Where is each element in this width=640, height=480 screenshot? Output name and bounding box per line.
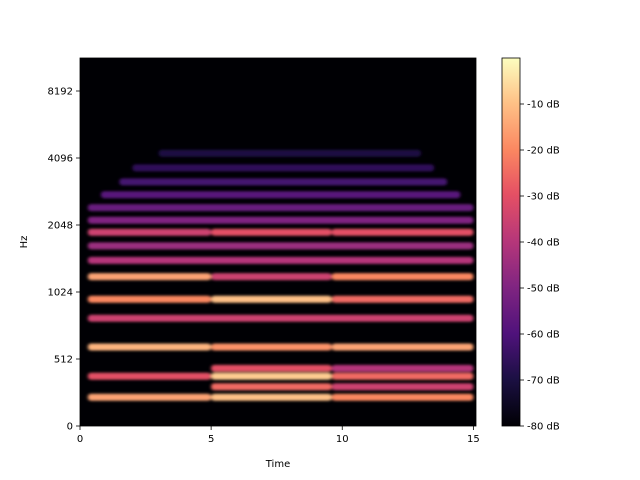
harmonic-band-segment <box>211 228 332 236</box>
harmonic-band-segment <box>87 343 212 351</box>
x-axis-label: Time <box>265 459 290 470</box>
colorbar-tick-label: -30 dB <box>527 192 560 203</box>
plot-area <box>80 58 476 426</box>
harmonic-band-segment <box>331 372 474 380</box>
harmonic-band-segment <box>331 295 474 303</box>
y-axis-label: Hz <box>19 236 30 249</box>
harmonic-band-segment <box>211 393 332 401</box>
colorbar-tick-label: -50 dB <box>527 284 560 295</box>
harmonic-band-segment <box>119 178 448 186</box>
colorbar-tick-label: -80 dB <box>527 422 560 433</box>
harmonic-band-segment <box>331 383 474 391</box>
harmonic-band-segment <box>100 191 461 199</box>
y-tick-label: 1024 <box>48 288 73 299</box>
colorbar-tick-label: -40 dB <box>527 238 560 249</box>
harmonic-band-segment <box>87 372 212 380</box>
harmonic-bands <box>87 149 474 401</box>
harmonic-band-segment <box>211 383 332 391</box>
harmonic-band-segment <box>87 228 212 236</box>
harmonic-band-segment <box>87 216 474 224</box>
harmonic-band-segment <box>132 164 435 172</box>
harmonic-band-segment <box>87 314 474 322</box>
plot-frame <box>79 57 477 427</box>
x-axis-ticks: 0 5 10 15 <box>77 426 480 445</box>
y-axis-ticks: 0 512 1024 2048 4096 8192 <box>48 87 80 433</box>
harmonic-band-segment <box>211 372 332 380</box>
harmonic-band-segment <box>211 364 332 372</box>
colorbar <box>501 57 521 427</box>
harmonic-band-segment <box>87 295 212 303</box>
harmonic-band-segment <box>211 295 332 303</box>
harmonic-band-segment <box>158 149 421 157</box>
y-tick-label: 8192 <box>48 87 73 98</box>
harmonic-band-segment <box>87 204 474 212</box>
harmonic-band-segment <box>211 273 332 281</box>
harmonic-band-segment <box>331 364 474 372</box>
colorbar-ticks: -10 dB -20 dB -30 dB -40 dB -50 dB -60 dB -70 … <box>520 100 560 433</box>
x-tick-label: 10 <box>336 434 349 445</box>
colorbar-tick-label: -10 dB <box>527 100 560 111</box>
harmonic-band-segment <box>331 228 474 236</box>
colorbar-tick-label: -60 dB <box>527 330 560 341</box>
harmonic-band-segment <box>331 273 474 281</box>
x-tick-label: 0 <box>77 434 83 445</box>
colorbar-tick-label: -70 dB <box>527 376 560 387</box>
y-tick-label: 512 <box>54 355 73 366</box>
harmonic-band-segment <box>331 393 474 401</box>
harmonic-band-segment <box>87 393 212 401</box>
x-tick-label: 5 <box>208 434 214 445</box>
harmonic-band-segment <box>87 273 212 281</box>
x-tick-label: 15 <box>467 434 480 445</box>
y-tick-label: 4096 <box>48 154 73 165</box>
harmonic-band-segment <box>87 242 474 250</box>
colorbar-tick-label: -20 dB <box>527 146 560 157</box>
y-tick-label: 0 <box>67 422 73 433</box>
harmonic-band-segment <box>331 343 474 351</box>
harmonic-band-segment <box>87 256 474 264</box>
y-tick-label: 2048 <box>48 221 73 232</box>
harmonic-band-segment <box>211 343 332 351</box>
